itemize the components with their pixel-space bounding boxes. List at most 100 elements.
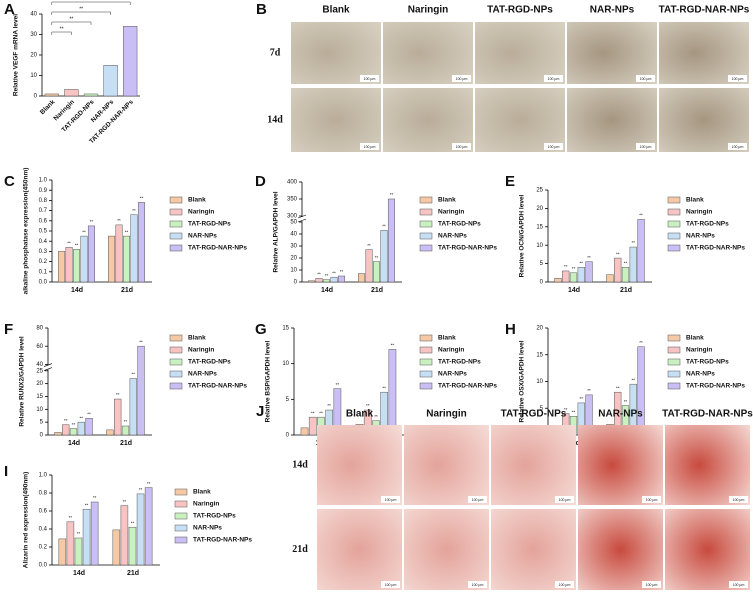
micrograph xyxy=(578,509,663,590)
legend-swatch xyxy=(169,208,183,216)
y-tick-label: 10 xyxy=(536,243,543,249)
bar xyxy=(44,93,59,97)
legend-swatch xyxy=(169,220,183,228)
bar xyxy=(308,416,317,436)
scale-bar-box xyxy=(636,143,655,150)
y-tick-label: 1.0 xyxy=(39,178,48,184)
significance: ** xyxy=(139,487,143,492)
scale-bar-box xyxy=(381,496,400,503)
micrograph xyxy=(475,22,565,84)
legend-label: TAT-RGD-NPs xyxy=(188,359,231,366)
micrograph xyxy=(383,88,473,152)
legend-swatch xyxy=(169,334,183,342)
scale-bar-box xyxy=(728,75,747,82)
bar xyxy=(74,537,83,566)
bar xyxy=(300,427,309,436)
x-tick-label: 14d xyxy=(71,287,83,294)
scale-bar-box xyxy=(468,496,487,503)
bar xyxy=(58,251,66,283)
bar xyxy=(90,501,99,566)
y-tick-label: 10 xyxy=(290,268,297,274)
y-tick-label: 300 xyxy=(287,214,298,220)
significance: ** xyxy=(587,388,591,393)
axis-break-mark xyxy=(297,214,307,223)
x-tick-label: 21d xyxy=(121,287,133,294)
y-tick-label: 15 xyxy=(536,224,543,230)
y-axis-label: Relative OSX/GAPDH level xyxy=(519,340,526,422)
significance: ** xyxy=(77,531,81,536)
significance: ** xyxy=(319,410,323,415)
y-axis-label: Relative BSP/GAPDH level xyxy=(265,340,272,422)
y-tick-label: 80 xyxy=(36,326,43,332)
legend-swatch xyxy=(419,208,433,216)
legend-label: TAT-RGD-NPs xyxy=(438,359,481,366)
legend-label: Blank xyxy=(438,197,456,204)
legend-label: NAR-NPs xyxy=(188,371,217,378)
bracket-label: ** xyxy=(60,26,64,32)
y-tick-label: 0.7 xyxy=(39,208,48,214)
legend-label: Blank xyxy=(686,197,704,204)
legend-label: TAT-RGD-NPs xyxy=(188,221,231,228)
y-tick-label: 5 xyxy=(540,406,544,412)
micrograph xyxy=(317,509,402,590)
bar xyxy=(87,225,95,283)
scale-bar-box xyxy=(555,496,574,503)
legend-label: Naringin xyxy=(188,347,214,354)
y-tick-label: 0.8 xyxy=(39,491,48,497)
legend-label: TAT-RGD-NPs xyxy=(438,221,481,228)
scale-bar-box xyxy=(729,496,748,503)
y-axis-label: Alizarin red expression(490nm) xyxy=(23,472,30,568)
legend-label: TAT-RGD-NAR-NPs xyxy=(686,245,745,252)
legend-swatch xyxy=(667,334,681,342)
y-tick-label: 0.6 xyxy=(39,509,48,515)
legend-swatch xyxy=(667,346,681,354)
y-tick-label: 25 xyxy=(36,368,43,374)
y-tick-label: 0.3 xyxy=(39,249,48,255)
y-tick-label: 0.4 xyxy=(39,239,48,245)
significance: ** xyxy=(317,272,321,277)
y-tick-label: 0.2 xyxy=(39,259,48,265)
y-tick-label: 0 xyxy=(286,433,290,439)
panel-letter: F xyxy=(4,321,13,338)
bar xyxy=(54,432,62,436)
scale-bar-label: 100 μm xyxy=(385,498,397,502)
column-header: NAR-NPs xyxy=(598,409,643,420)
legend-swatch xyxy=(667,220,681,228)
bar xyxy=(65,247,73,283)
legend-swatch xyxy=(419,358,433,366)
bar xyxy=(115,224,123,283)
y-tick-label: 20 xyxy=(30,53,37,59)
y-tick-label: 15 xyxy=(536,352,543,358)
significance: ** xyxy=(382,224,386,229)
scale-bar-label: 100 μm xyxy=(456,145,468,149)
significance: ** xyxy=(93,495,97,500)
legend-label: TAT-RGD-NAR-NPs xyxy=(438,245,497,252)
legend-swatch xyxy=(169,370,183,378)
significance: ** xyxy=(139,339,143,344)
significance: ** xyxy=(90,219,94,224)
bar xyxy=(121,425,130,436)
significance: ** xyxy=(325,273,329,278)
x-tick-label: Blank xyxy=(39,98,57,116)
y-tick-label: 5 xyxy=(286,397,290,403)
significance: ** xyxy=(64,418,68,423)
bracket xyxy=(51,11,111,15)
legend-swatch xyxy=(169,346,183,354)
legend-swatch xyxy=(419,220,433,228)
bar xyxy=(130,214,138,283)
x-tick-label: 14d xyxy=(568,287,580,294)
panel-letter: G xyxy=(255,321,267,338)
scale-bar-box xyxy=(360,143,379,150)
column-header: Blank xyxy=(322,5,350,16)
column-header: NAR-NPs xyxy=(590,5,635,16)
significance: ** xyxy=(85,502,89,507)
axis-break-mark xyxy=(43,363,53,371)
y-tick-label: 0.8 xyxy=(39,198,48,204)
bracket xyxy=(51,21,92,25)
scale-bar-box xyxy=(636,75,655,82)
bar xyxy=(337,275,345,283)
legend-label: Naringin xyxy=(188,209,214,216)
legend-label: Blank xyxy=(188,335,206,342)
legend-swatch xyxy=(174,536,188,544)
x-tick-label: 21d xyxy=(120,440,132,447)
